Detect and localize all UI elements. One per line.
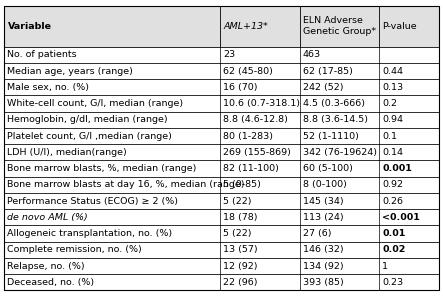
Text: 463: 463 — [303, 50, 321, 59]
Text: 8.8 (3.6-14.5): 8.8 (3.6-14.5) — [303, 115, 368, 124]
Text: ELN Adverse
Genetic Group*: ELN Adverse Genetic Group* — [303, 16, 376, 37]
Text: 0.92: 0.92 — [382, 180, 403, 189]
Text: 8 (0-100): 8 (0-100) — [303, 180, 346, 189]
Text: 0.001: 0.001 — [382, 164, 412, 173]
Text: 0.23: 0.23 — [382, 278, 403, 287]
Bar — [4, 177, 439, 193]
Text: 146 (32): 146 (32) — [303, 245, 343, 254]
Bar — [4, 128, 439, 144]
Text: 0.1: 0.1 — [382, 132, 397, 141]
Bar — [4, 161, 439, 177]
Text: 0.26: 0.26 — [382, 196, 403, 205]
Bar — [4, 225, 439, 242]
Text: White-cell count, G/l, median (range): White-cell count, G/l, median (range) — [8, 99, 183, 108]
Text: Platelet count, G/l ,median (range): Platelet count, G/l ,median (range) — [8, 132, 172, 141]
Text: Bone marrow blasts, %, median (range): Bone marrow blasts, %, median (range) — [8, 164, 197, 173]
Bar — [4, 6, 439, 47]
Text: 0.2: 0.2 — [382, 99, 397, 108]
Text: LDH (U/l), median(range): LDH (U/l), median(range) — [8, 148, 127, 157]
Text: 393 (85): 393 (85) — [303, 278, 343, 287]
Text: 0.44: 0.44 — [382, 67, 403, 76]
Bar — [4, 47, 439, 63]
Text: 5 (22): 5 (22) — [223, 196, 252, 205]
Text: 5 (0-85): 5 (0-85) — [223, 180, 261, 189]
Text: 52 (1-1110): 52 (1-1110) — [303, 132, 358, 141]
Text: Bone marrow blasts at day 16, %, median (range): Bone marrow blasts at day 16, %, median … — [8, 180, 245, 189]
Bar — [4, 144, 439, 161]
Text: AML+13*: AML+13* — [223, 22, 268, 31]
Bar — [4, 112, 439, 128]
Bar — [4, 258, 439, 274]
Text: Performance Status (ECOG) ≥ 2 (%): Performance Status (ECOG) ≥ 2 (%) — [8, 196, 179, 205]
Text: 269 (155-869): 269 (155-869) — [223, 148, 291, 157]
Text: 134 (92): 134 (92) — [303, 262, 343, 270]
Text: de novo AML (%): de novo AML (%) — [8, 213, 88, 222]
Text: 8.8 (4.6-12.8): 8.8 (4.6-12.8) — [223, 115, 288, 124]
Text: Male sex, no. (%): Male sex, no. (%) — [8, 83, 89, 92]
Text: 62 (45-80): 62 (45-80) — [223, 67, 273, 76]
Text: 60 (5-100): 60 (5-100) — [303, 164, 353, 173]
Bar — [4, 209, 439, 225]
Text: Median age, years (range): Median age, years (range) — [8, 67, 133, 76]
Text: 342 (76-19624): 342 (76-19624) — [303, 148, 377, 157]
Text: 0.94: 0.94 — [382, 115, 403, 124]
Text: Complete remission, no. (%): Complete remission, no. (%) — [8, 245, 142, 254]
Bar — [4, 79, 439, 95]
Text: <0.001: <0.001 — [382, 213, 420, 222]
Text: 80 (1-283): 80 (1-283) — [223, 132, 273, 141]
Text: 145 (34): 145 (34) — [303, 196, 343, 205]
Text: 82 (11-100): 82 (11-100) — [223, 164, 279, 173]
Text: Variable: Variable — [8, 22, 51, 31]
Text: 5 (22): 5 (22) — [223, 229, 252, 238]
Text: 242 (52): 242 (52) — [303, 83, 343, 92]
Text: Deceased, no. (%): Deceased, no. (%) — [8, 278, 95, 287]
Text: 16 (70): 16 (70) — [223, 83, 258, 92]
Text: Relapse, no. (%): Relapse, no. (%) — [8, 262, 85, 270]
Text: 13 (57): 13 (57) — [223, 245, 258, 254]
Bar — [4, 193, 439, 209]
Text: 18 (78): 18 (78) — [223, 213, 258, 222]
Text: 0.02: 0.02 — [382, 245, 405, 254]
Text: 22 (96): 22 (96) — [223, 278, 258, 287]
Text: P-value: P-value — [382, 22, 417, 31]
Text: 113 (24): 113 (24) — [303, 213, 343, 222]
Text: 23: 23 — [223, 50, 235, 59]
Text: 1: 1 — [382, 262, 388, 270]
Bar — [4, 274, 439, 290]
Text: 10.6 (0.7-318.1): 10.6 (0.7-318.1) — [223, 99, 300, 108]
Text: Hemoglobin, g/dl, median (range): Hemoglobin, g/dl, median (range) — [8, 115, 168, 124]
Bar — [4, 63, 439, 79]
Text: 0.14: 0.14 — [382, 148, 403, 157]
Text: 27 (6): 27 (6) — [303, 229, 331, 238]
Text: 0.13: 0.13 — [382, 83, 403, 92]
Text: No. of patients: No. of patients — [8, 50, 77, 59]
Text: 0.01: 0.01 — [382, 229, 405, 238]
Bar — [4, 242, 439, 258]
Text: 62 (17-85): 62 (17-85) — [303, 67, 353, 76]
Text: 12 (92): 12 (92) — [223, 262, 258, 270]
Bar — [4, 95, 439, 112]
Text: Allogeneic transplantation, no. (%): Allogeneic transplantation, no. (%) — [8, 229, 173, 238]
Text: 4.5 (0.3-666): 4.5 (0.3-666) — [303, 99, 365, 108]
